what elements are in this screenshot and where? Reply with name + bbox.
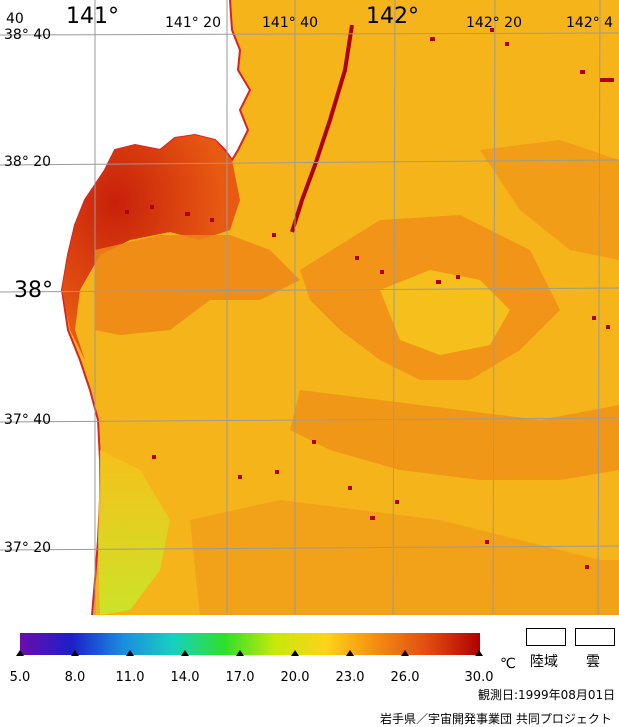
tick-label: 11.0 (115, 670, 145, 685)
cooler-eddy (380, 270, 510, 355)
tick-label: 14.0 (170, 670, 200, 685)
tick-mark (236, 650, 244, 656)
tick-label: 8.0 (64, 670, 86, 685)
lon-label-142-40: 142° 4 (566, 15, 614, 31)
lon-label-142: 142° (366, 4, 419, 29)
cool-south (98, 450, 170, 615)
lon-label-141-20: 141° 20 (165, 15, 221, 31)
noise-dots (125, 28, 614, 569)
sst-map: 40 141° 141° 20 141° 40 142° 142° 20 142… (0, 0, 619, 615)
tick-label: 5.0 (9, 670, 31, 685)
land-area (0, 0, 250, 615)
color-scale-bar (20, 633, 480, 655)
tick-mark (16, 650, 24, 656)
cloud-swatch (575, 628, 615, 646)
lat-label-37-40: 37° 40 (4, 412, 52, 428)
lon-label-141: 141° (66, 4, 119, 29)
tick-mark (401, 650, 409, 656)
warm-band-4 (190, 500, 619, 615)
tick-label: 30.0 (464, 670, 494, 685)
warm-band-3 (290, 390, 619, 480)
cloud-label: 雲 (586, 654, 600, 670)
tick-mark (291, 650, 299, 656)
corner-label: 40 (6, 11, 24, 27)
lat-label-37-20: 37° 20 (4, 540, 52, 556)
observation-date: 観測日:1999年08月01日 (478, 688, 616, 702)
tick-mark (126, 650, 134, 656)
tick-label: 26.0 (390, 670, 420, 685)
streak (290, 24, 354, 233)
tick-mark (475, 650, 483, 656)
sst-map-svg (0, 0, 619, 615)
tick-label: 17.0 (225, 670, 255, 685)
lat-label-38-20: 38° 20 (4, 154, 52, 170)
tick-mark (71, 650, 79, 656)
lon-label-141-40: 141° 40 (262, 15, 318, 31)
graticule (0, 0, 619, 615)
lat-label-38: 38° (14, 278, 53, 303)
lon-label-142-20: 142° 20 (466, 15, 522, 31)
warm-bay (62, 135, 240, 360)
unit-label: ℃ (500, 656, 516, 672)
lat-label-38-40: 38° 40 (4, 27, 52, 43)
warm-band-1 (95, 235, 300, 335)
tick-mark (346, 650, 354, 656)
land-label: 陸域 (530, 654, 558, 670)
land-swatch (526, 628, 566, 646)
tick-label: 20.0 (280, 670, 310, 685)
warm-east (480, 140, 619, 260)
tick-label: 23.0 (335, 670, 365, 685)
tick-mark (181, 650, 189, 656)
credit-text: 岩手県／宇宙開発事業団 共同プロジェクト (380, 712, 612, 726)
